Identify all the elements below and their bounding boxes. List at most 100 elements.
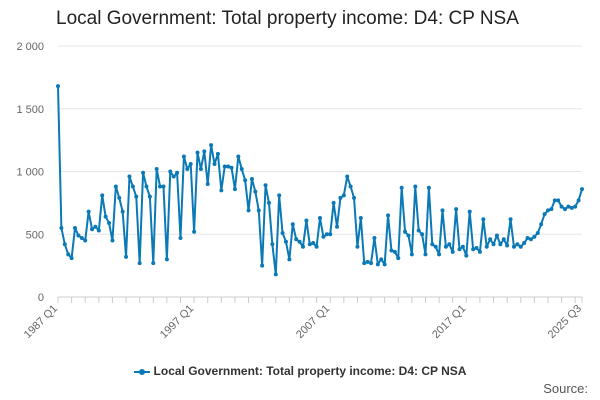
source-label: Source: bbox=[543, 381, 588, 396]
data-point bbox=[260, 263, 265, 268]
data-point bbox=[311, 241, 316, 246]
data-point bbox=[229, 165, 234, 170]
data-point bbox=[79, 236, 84, 241]
data-point bbox=[209, 143, 214, 148]
data-point bbox=[440, 208, 445, 213]
y-tick-label: 1 000 bbox=[16, 167, 44, 179]
data-point bbox=[379, 257, 384, 262]
data-point bbox=[338, 195, 343, 200]
data-point bbox=[416, 228, 421, 233]
data-point bbox=[369, 261, 374, 266]
data-point bbox=[100, 193, 105, 198]
data-point bbox=[256, 208, 261, 213]
data-point bbox=[181, 154, 186, 159]
data-point bbox=[147, 194, 152, 199]
data-point bbox=[443, 244, 448, 249]
data-point bbox=[515, 242, 520, 247]
data-point bbox=[73, 225, 78, 230]
data-point bbox=[457, 247, 462, 252]
data-point bbox=[314, 244, 319, 249]
data-point bbox=[501, 237, 506, 242]
data-point bbox=[103, 214, 108, 219]
data-point bbox=[304, 218, 309, 223]
data-point bbox=[178, 236, 183, 241]
data-point bbox=[535, 231, 540, 235]
data-point bbox=[406, 233, 411, 238]
data-point bbox=[331, 200, 336, 205]
data-point bbox=[580, 187, 584, 192]
data-point bbox=[154, 166, 159, 171]
data-point bbox=[66, 252, 71, 257]
data-point bbox=[56, 84, 60, 89]
data-point bbox=[270, 242, 275, 247]
data-point bbox=[253, 189, 258, 194]
data-point bbox=[362, 261, 367, 266]
data-point bbox=[403, 229, 408, 234]
data-point bbox=[559, 204, 564, 209]
series-layer bbox=[56, 84, 584, 277]
data-point bbox=[471, 247, 476, 252]
data-point bbox=[532, 234, 537, 239]
data-point bbox=[542, 212, 547, 217]
data-point bbox=[124, 254, 129, 259]
legend-label: Local Government: Total property income:… bbox=[153, 364, 467, 378]
data-point bbox=[358, 215, 363, 220]
data-point bbox=[107, 220, 112, 225]
data-point bbox=[300, 244, 305, 249]
data-point bbox=[90, 227, 95, 232]
data-point bbox=[491, 242, 496, 247]
data-point bbox=[243, 178, 248, 183]
data-point bbox=[477, 249, 482, 254]
data-point bbox=[198, 166, 203, 171]
data-point bbox=[280, 231, 285, 235]
data-point bbox=[372, 236, 377, 241]
data-point bbox=[83, 238, 88, 243]
data-point bbox=[488, 237, 493, 242]
data-point bbox=[164, 257, 169, 262]
data-point bbox=[352, 195, 357, 200]
data-point bbox=[539, 222, 544, 227]
data-point bbox=[239, 166, 244, 171]
data-point bbox=[212, 161, 217, 166]
chart-title: Local Government: Total property income:… bbox=[56, 8, 519, 29]
data-point bbox=[413, 184, 418, 189]
data-point bbox=[127, 174, 132, 179]
data-point bbox=[232, 187, 237, 192]
x-tick-label: 2025 Q3 bbox=[546, 303, 584, 341]
data-point bbox=[287, 257, 292, 262]
data-point bbox=[389, 248, 394, 253]
data-point bbox=[576, 198, 581, 203]
data-point bbox=[348, 184, 353, 189]
gridlines bbox=[58, 45, 582, 235]
data-point bbox=[464, 253, 469, 258]
data-point bbox=[277, 193, 282, 198]
data-point bbox=[236, 154, 241, 159]
data-point bbox=[222, 164, 227, 169]
data-point bbox=[386, 213, 391, 218]
y-tick-label: 500 bbox=[26, 229, 44, 241]
data-point bbox=[76, 233, 81, 238]
data-point bbox=[556, 198, 561, 203]
data-point bbox=[273, 272, 278, 277]
data-point bbox=[365, 259, 370, 264]
data-point bbox=[69, 256, 74, 261]
data-point bbox=[62, 242, 67, 247]
axes bbox=[57, 296, 583, 303]
data-point bbox=[467, 209, 472, 214]
legend[interactable]: Local Government: Total property income:… bbox=[0, 364, 600, 378]
data-point bbox=[454, 207, 459, 212]
data-point bbox=[294, 237, 299, 242]
data-point bbox=[137, 261, 142, 266]
data-point bbox=[399, 185, 404, 190]
data-point bbox=[481, 217, 486, 222]
data-point bbox=[460, 244, 465, 249]
x-tick-labels: 1987 Q1 1997 Q1 2007 Q1 2017 Q1 2025 Q3 bbox=[22, 303, 584, 341]
data-point bbox=[562, 207, 567, 212]
data-point bbox=[161, 184, 166, 189]
data-point bbox=[355, 244, 360, 249]
data-point bbox=[59, 225, 64, 230]
series-line bbox=[57, 86, 583, 276]
data-point bbox=[283, 239, 288, 244]
x-tick-label: 1997 Q1 bbox=[158, 303, 196, 341]
